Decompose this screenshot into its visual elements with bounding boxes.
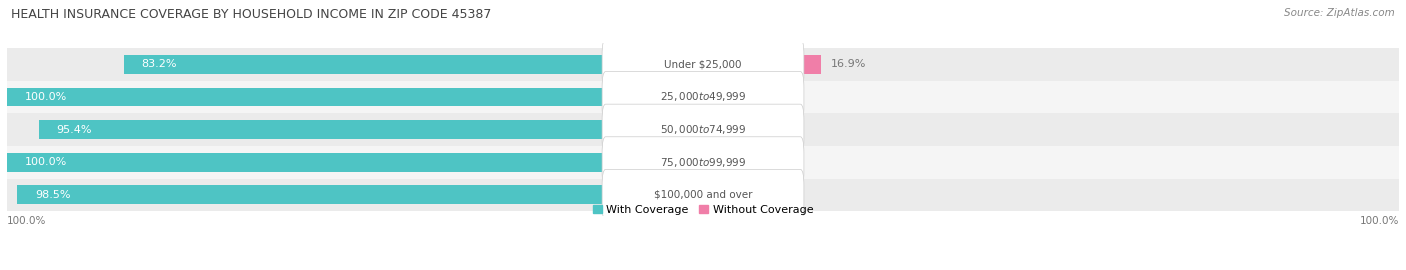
Bar <box>703 120 735 139</box>
Text: 100.0%: 100.0% <box>7 216 46 226</box>
Text: 83.2%: 83.2% <box>142 59 177 69</box>
Bar <box>703 185 713 204</box>
Text: Under $25,000: Under $25,000 <box>664 59 742 69</box>
FancyBboxPatch shape <box>602 104 804 155</box>
Bar <box>7 178 1399 211</box>
FancyBboxPatch shape <box>602 72 804 122</box>
Legend: With Coverage, Without Coverage: With Coverage, Without Coverage <box>588 200 818 219</box>
Text: 95.4%: 95.4% <box>56 124 91 135</box>
Bar <box>7 48 1399 81</box>
Bar <box>7 146 1399 178</box>
Bar <box>7 153 703 172</box>
Text: 1.5%: 1.5% <box>724 190 752 200</box>
Text: 16.9%: 16.9% <box>831 59 866 69</box>
Bar <box>7 113 1399 146</box>
Bar <box>7 81 1399 113</box>
Text: 0.0%: 0.0% <box>713 92 742 102</box>
Bar <box>703 55 821 74</box>
Text: $50,000 to $74,999: $50,000 to $74,999 <box>659 123 747 136</box>
Text: 100.0%: 100.0% <box>1360 216 1399 226</box>
FancyBboxPatch shape <box>602 169 804 220</box>
Text: $75,000 to $99,999: $75,000 to $99,999 <box>659 156 747 169</box>
Text: 100.0%: 100.0% <box>24 157 66 167</box>
Bar <box>17 185 703 204</box>
Text: 0.0%: 0.0% <box>713 157 742 167</box>
Text: 100.0%: 100.0% <box>24 92 66 102</box>
Text: 98.5%: 98.5% <box>35 190 70 200</box>
Bar <box>39 120 703 139</box>
Text: HEALTH INSURANCE COVERAGE BY HOUSEHOLD INCOME IN ZIP CODE 45387: HEALTH INSURANCE COVERAGE BY HOUSEHOLD I… <box>11 8 492 21</box>
Text: $25,000 to $49,999: $25,000 to $49,999 <box>659 90 747 103</box>
Bar <box>7 87 703 106</box>
Text: 4.6%: 4.6% <box>745 124 773 135</box>
Text: $100,000 and over: $100,000 and over <box>654 190 752 200</box>
Bar <box>124 55 703 74</box>
FancyBboxPatch shape <box>602 39 804 90</box>
FancyBboxPatch shape <box>602 137 804 188</box>
Text: Source: ZipAtlas.com: Source: ZipAtlas.com <box>1284 8 1395 18</box>
